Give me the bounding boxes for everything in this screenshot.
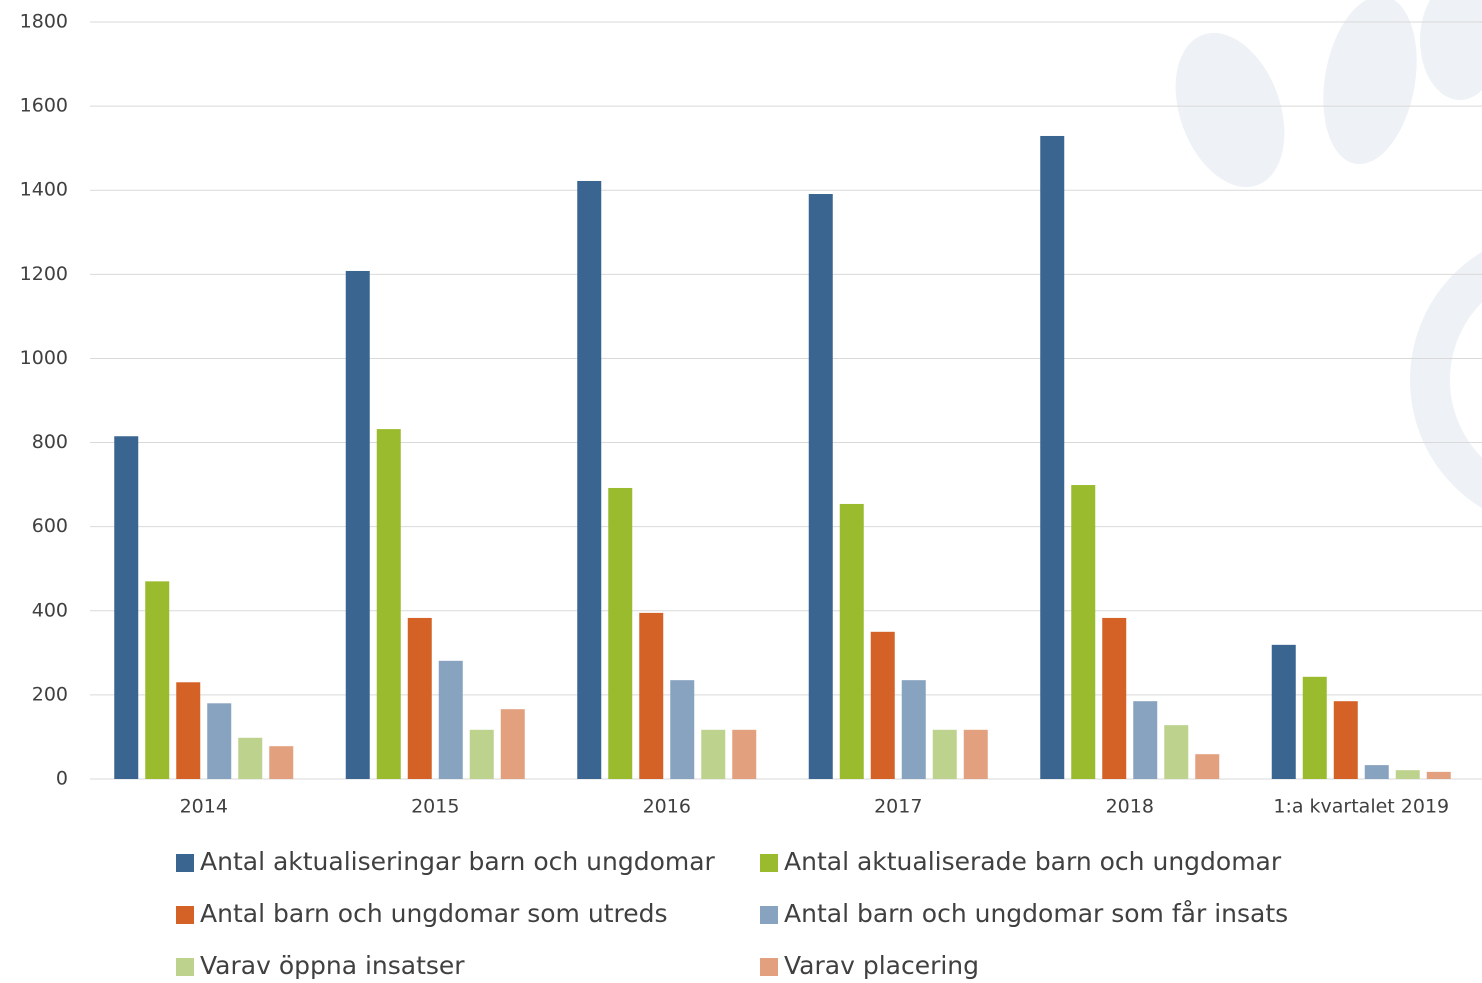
y-tick-label: 200 [32,683,68,705]
bar [438,660,463,779]
legend-swatch [176,958,194,976]
bar [469,729,494,779]
bar [269,746,294,779]
bar [114,436,139,779]
x-tick-label: 2018 [1106,796,1154,818]
bar [176,682,201,779]
bar [1333,701,1358,779]
bar [1271,644,1296,779]
bar [1102,617,1127,779]
y-tick-label: 600 [32,515,68,537]
y-tick-label: 1000 [20,347,68,369]
bar [577,180,602,780]
y-tick-label: 400 [32,599,68,621]
y-tick-label: 1600 [20,95,68,117]
legend-label: Antal aktualiseringar barn och ungdomar [200,847,716,876]
bar [500,709,525,779]
bar [1133,701,1158,779]
bar [1040,135,1065,779]
bar [1302,676,1327,779]
bar [963,729,988,779]
bar [1364,765,1389,779]
background-decoration [1175,0,1482,509]
x-tick-label: 2015 [411,796,459,818]
bar [701,729,726,779]
bar [670,680,695,779]
bar [608,487,633,779]
legend-swatch [760,854,778,872]
legend-swatch [760,958,778,976]
legend-label: Antal aktualiserade barn och ungdomar [784,847,1282,876]
y-tick-label: 0 [56,768,68,790]
bar [1426,771,1451,779]
bar [207,703,232,779]
bar [732,729,757,779]
bar [808,194,833,780]
bar [345,270,370,779]
bar [1195,754,1220,779]
bar [238,737,263,779]
bar [839,503,864,779]
legend-swatch [760,906,778,924]
bar [1164,725,1189,779]
y-tick-label: 1400 [20,179,68,201]
x-tick-label: 2014 [180,796,228,818]
legend-label: Varav placering [784,951,979,980]
bar [870,631,895,779]
bar [1071,485,1096,779]
bar [901,680,926,779]
bar [1395,770,1420,779]
x-tick-label: 1:a kvartalet 2019 [1273,796,1449,818]
bar [376,429,401,779]
x-tick-label: 2017 [874,796,922,818]
legend-label: Antal barn och ungdomar som får insats [784,899,1288,928]
y-tick-label: 1800 [20,11,68,33]
legend-swatch [176,854,194,872]
bar [932,729,957,779]
y-tick-label: 800 [32,431,68,453]
legend-label: Varav öppna insatser [200,951,465,980]
bar [145,581,170,779]
legend-swatch [176,906,194,924]
bar [639,612,664,779]
y-tick-label: 1200 [20,263,68,285]
legend-label: Antal barn och ungdomar som utreds [200,899,668,928]
bar [407,617,432,779]
x-tick-label: 2016 [643,796,691,818]
